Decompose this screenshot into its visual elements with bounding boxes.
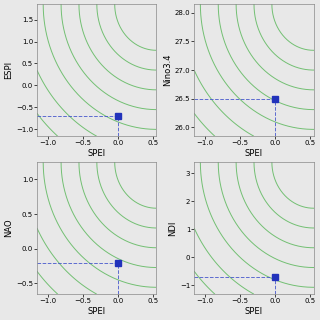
Y-axis label: ESPI: ESPI bbox=[4, 61, 13, 79]
X-axis label: SPEI: SPEI bbox=[245, 307, 263, 316]
Y-axis label: NAO: NAO bbox=[4, 219, 13, 237]
Y-axis label: Nino3.4: Nino3.4 bbox=[163, 54, 172, 86]
X-axis label: SPEI: SPEI bbox=[88, 149, 106, 158]
X-axis label: SPEI: SPEI bbox=[88, 307, 106, 316]
X-axis label: SPEI: SPEI bbox=[245, 149, 263, 158]
Y-axis label: NDI: NDI bbox=[168, 220, 177, 236]
